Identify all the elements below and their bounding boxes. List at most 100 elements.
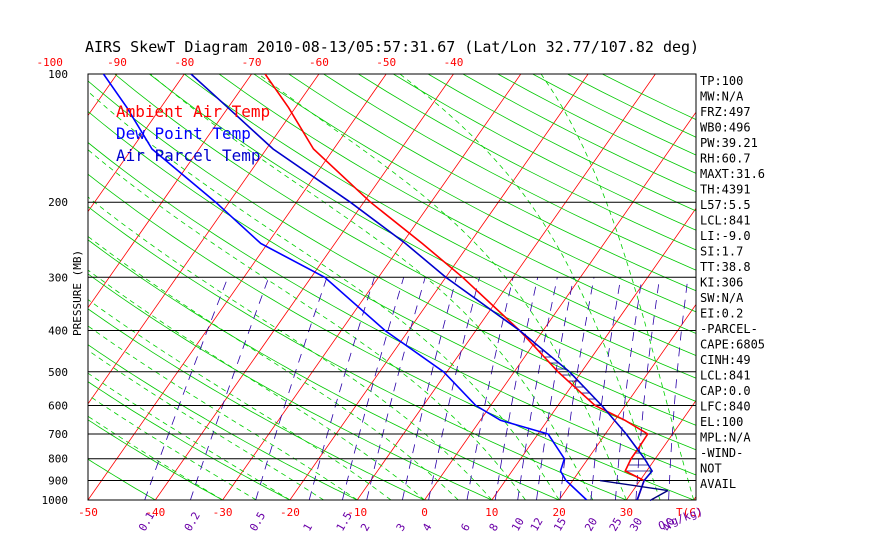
- index-item: -WIND-: [700, 446, 743, 460]
- dry-adiabat-line: [88, 173, 694, 500]
- legend-entry: Dew Point Temp: [116, 124, 251, 143]
- index-item: AVAIL: [700, 477, 736, 491]
- dry-adiabat-line: [88, 458, 156, 500]
- mixing-ratio-line: [255, 277, 328, 500]
- moist-adiabat-line: [88, 394, 257, 500]
- bottom-temp-tick-label: -50: [78, 506, 98, 519]
- mixing-ratio-tick-label: 25: [607, 516, 625, 534]
- background-lines: [0, 74, 870, 500]
- moist-adiabat-line: [88, 415, 223, 500]
- index-item: EL:100: [700, 415, 743, 429]
- profile-dew-point-temp: [102, 74, 588, 500]
- isotherm-line: [626, 399, 696, 500]
- dry-adiabat-line: [184, 74, 696, 356]
- mixing-ratio-tick-label: 20: [582, 516, 600, 534]
- dry-adiabat-line: [218, 74, 696, 334]
- index-item: MW:N/A: [700, 90, 744, 104]
- mixing-ratio-tick-label: 4: [420, 521, 435, 534]
- isotherm-line: [761, 74, 870, 500]
- mixing-ratio-line: [590, 277, 622, 500]
- wind-barb: [599, 479, 669, 502]
- isotherm-line: [88, 74, 387, 500]
- mixing-ratio-line: [494, 277, 539, 500]
- wind-barb-flag: [649, 489, 669, 502]
- dry-adiabat-line: [288, 74, 696, 292]
- index-item: TH:4391: [700, 183, 751, 197]
- mixing-ratio-tick-label: 15: [551, 516, 569, 534]
- moist-adiabat-line: [88, 269, 425, 500]
- mixing-ratio-line: [190, 277, 270, 500]
- mixing-ratio-tick-label: 1: [301, 521, 316, 533]
- index-item: PW:39.21: [700, 136, 758, 150]
- index-item: MAXT:31.6: [700, 167, 765, 181]
- pressure-tick-label: 800: [48, 453, 68, 466]
- mixing-ratio-line: [308, 277, 375, 500]
- bottom-temp-tick-label: 10: [485, 506, 498, 519]
- dry-adiabat-line: [253, 74, 696, 313]
- wind-barb-line: [599, 479, 669, 492]
- mixing-ratio-tick-label: 12: [528, 516, 546, 534]
- mixing-ratio-line: [342, 277, 405, 500]
- index-item: CINH:49: [700, 353, 751, 367]
- pressure-tick-label: 600: [48, 399, 68, 412]
- isotherm-line: [88, 74, 185, 213]
- dry-adiabat-line: [462, 74, 696, 193]
- dry-adiabat-line: [88, 308, 425, 500]
- index-item: MPL:N/A: [700, 431, 751, 445]
- top-temp-tick-label: -100: [36, 56, 63, 69]
- pressure-tick-label: 700: [48, 428, 68, 441]
- moist-adiabat-line: [149, 74, 594, 500]
- mixing-ratio-tick-label: 10: [509, 516, 527, 534]
- isotherm-line: [154, 74, 454, 500]
- dry-adiabat-line: [88, 110, 696, 451]
- bottom-temp-tick-label: -10: [347, 506, 367, 519]
- moist-adiabat-line: [258, 74, 627, 500]
- pressure-tick-label: 500: [48, 366, 68, 379]
- index-item: LFC:840: [700, 400, 751, 414]
- mixing-ratio-line: [559, 277, 595, 500]
- mixing-ratio-tick-label: 40: [660, 516, 678, 534]
- dry-adiabat-line: [88, 80, 696, 426]
- dry-adiabat-line: [358, 74, 696, 251]
- dry-adiabat-line: [88, 239, 560, 500]
- profile-lines: [102, 74, 654, 500]
- mixing-ratio-line: [402, 277, 457, 500]
- dry-adiabat-line: [149, 74, 696, 379]
- plot-frame: [87, 73, 697, 501]
- mixing-ratio-tick-label: 0.2: [182, 510, 203, 534]
- index-item: RH:60.7: [700, 152, 751, 166]
- mixing-ratio-line: [466, 277, 514, 500]
- pressure-tick-label: 900: [48, 475, 68, 488]
- mixing-ratio-line: [668, 277, 689, 500]
- moist-adiabat-line: [88, 90, 560, 500]
- dry-adiabat-line: [88, 206, 627, 500]
- mixing-ratio-tick-label: 8: [487, 521, 502, 533]
- top-temp-tick-label: -40: [444, 56, 464, 69]
- index-item: CAPE:6805: [700, 338, 765, 352]
- mixing-ratio-line: [615, 277, 643, 500]
- top-temp-tick-label: -60: [309, 56, 329, 69]
- legend-entry: Ambient Air Temp: [116, 102, 270, 121]
- index-item: L57:5.5: [700, 198, 751, 212]
- bottom-temp-tick-label: -30: [213, 506, 233, 519]
- index-item: WB0:496: [700, 121, 751, 135]
- mixing-ratio-line: [536, 277, 574, 500]
- index-item: CAP:0.0: [700, 384, 751, 398]
- moist-adiabat-line: [88, 325, 358, 500]
- top-temp-tick-label: -50: [376, 56, 396, 69]
- isotherm-line: [356, 74, 656, 500]
- bottom-temp-tick-label: 0: [421, 506, 428, 519]
- pressure-tick-label: 400: [48, 324, 68, 337]
- mixing-ratio-line: [428, 277, 480, 500]
- index-item: TT:38.8: [700, 260, 751, 274]
- dry-adiabat-line: [88, 344, 358, 500]
- mixing-ratio-tick-label: 3: [394, 521, 409, 533]
- index-item: -PARCEL-: [700, 322, 758, 336]
- moist-adiabat-line: [88, 349, 324, 500]
- moist-adiabat-line: [88, 299, 392, 500]
- isotherm-line: [424, 111, 696, 500]
- moist-adiabat-line: [88, 196, 493, 500]
- index-item: EI:0.2: [700, 307, 743, 321]
- isotherm-line: [0, 74, 50, 500]
- mixing-ratio-line: [144, 277, 229, 500]
